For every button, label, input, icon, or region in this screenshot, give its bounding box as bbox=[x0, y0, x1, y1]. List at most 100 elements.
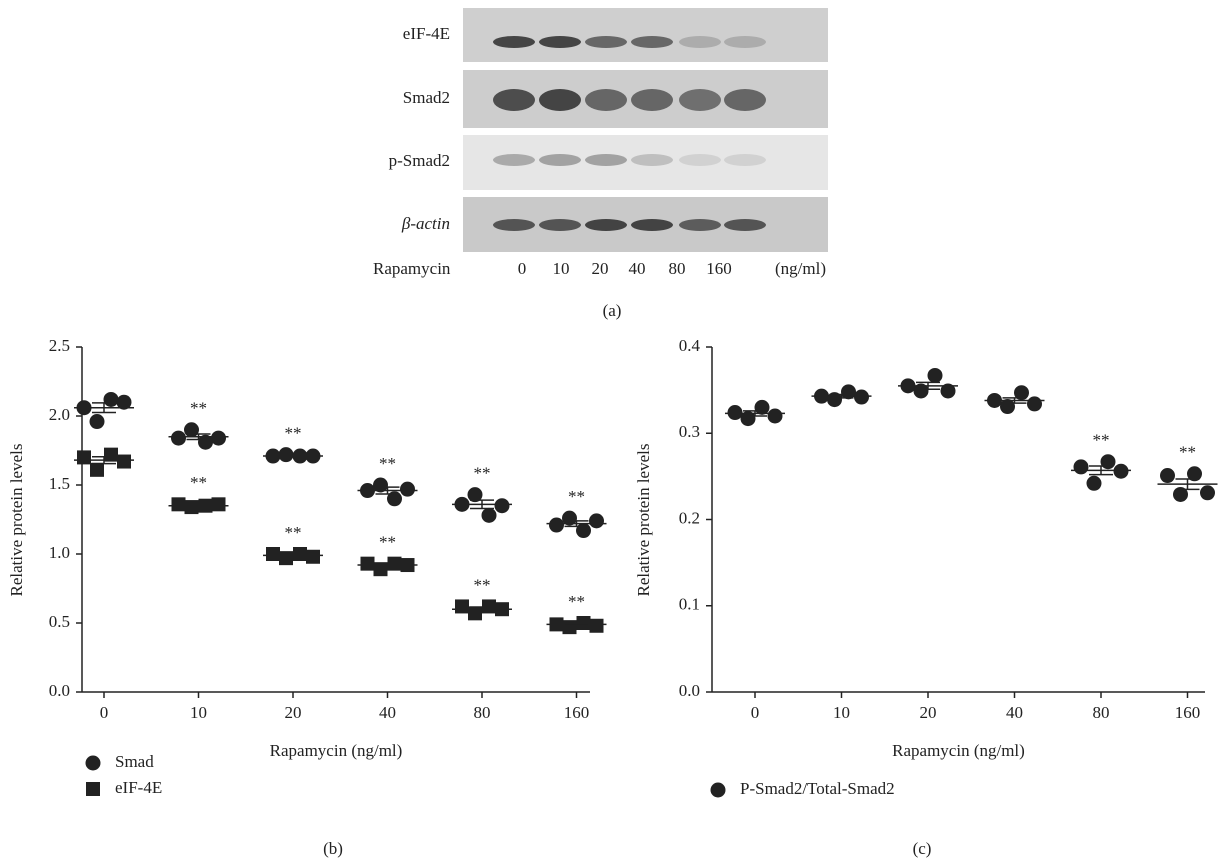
blot-band bbox=[631, 154, 673, 166]
blot-band bbox=[679, 36, 721, 48]
blot-band bbox=[539, 219, 581, 231]
data-point bbox=[841, 384, 856, 399]
data-point bbox=[495, 498, 510, 513]
data-point bbox=[1101, 454, 1116, 469]
blot-band bbox=[493, 219, 535, 231]
blot-band bbox=[585, 36, 627, 48]
data-point bbox=[211, 431, 226, 446]
blot-row-label: Smad2 bbox=[403, 88, 450, 107]
significance-label: ** bbox=[285, 424, 302, 443]
blot-band bbox=[724, 154, 766, 166]
legend-label: Smad bbox=[115, 752, 154, 771]
blot-dose-label: 20 bbox=[592, 259, 609, 278]
x-tick-label: 10 bbox=[190, 703, 207, 722]
panel-caption: (b) bbox=[323, 839, 343, 858]
x-axis-label: Rapamycin (ng/ml) bbox=[270, 741, 403, 760]
y-tick-label: 0.3 bbox=[679, 422, 700, 441]
significance-label: ** bbox=[568, 487, 585, 506]
data-point bbox=[1114, 464, 1129, 479]
data-point bbox=[212, 497, 226, 511]
significance-label: ** bbox=[474, 464, 491, 483]
significance-label: ** bbox=[474, 575, 491, 594]
data-point bbox=[482, 508, 497, 523]
data-point bbox=[1200, 485, 1215, 500]
blot-dose-label: 10 bbox=[553, 259, 570, 278]
data-point bbox=[728, 405, 743, 420]
x-tick-label: 160 bbox=[1175, 703, 1201, 722]
data-point bbox=[266, 547, 280, 561]
blot-row-label: β-actin bbox=[401, 214, 450, 233]
data-point bbox=[1074, 459, 1089, 474]
x-tick-label: 40 bbox=[379, 703, 396, 722]
x-tick-label: 80 bbox=[474, 703, 491, 722]
data-point bbox=[279, 551, 293, 565]
significance-label: ** bbox=[379, 454, 396, 473]
figure: eIF-4E Smad2 p-Smad2 β-actin Rapamycin (… bbox=[0, 0, 1224, 867]
blot-band bbox=[585, 154, 627, 166]
x-tick-label: 40 bbox=[1006, 703, 1023, 722]
blot-dose-label: 40 bbox=[629, 259, 646, 278]
blot-band bbox=[493, 36, 535, 48]
panel-caption: (c) bbox=[913, 839, 932, 858]
data-point bbox=[576, 523, 591, 538]
blot-band bbox=[539, 154, 581, 166]
y-tick-label: 0.0 bbox=[49, 681, 70, 700]
blot-band bbox=[585, 219, 627, 231]
data-point bbox=[172, 497, 186, 511]
y-tick-label: 0.4 bbox=[679, 336, 701, 355]
legend-marker bbox=[711, 783, 726, 798]
data-point bbox=[1000, 399, 1015, 414]
blot-treatment-label: Rapamycin bbox=[373, 259, 451, 278]
blot-band bbox=[631, 89, 673, 111]
legend-marker bbox=[86, 782, 100, 796]
blot-dose-label: 0 bbox=[518, 259, 527, 278]
x-tick-label: 20 bbox=[920, 703, 937, 722]
data-point bbox=[171, 431, 186, 446]
significance-label: ** bbox=[1093, 431, 1110, 450]
y-tick-label: 0.5 bbox=[49, 612, 70, 631]
data-point bbox=[854, 390, 869, 405]
data-point bbox=[400, 482, 415, 497]
data-point bbox=[1160, 468, 1175, 483]
significance-label: ** bbox=[285, 523, 302, 542]
x-axis-label: Rapamycin (ng/ml) bbox=[892, 741, 1025, 760]
blot-dose-label: 80 bbox=[669, 259, 686, 278]
significance-label: ** bbox=[1179, 443, 1196, 462]
x-tick-label: 10 bbox=[833, 703, 850, 722]
blot-band bbox=[631, 36, 673, 48]
y-tick-label: 0.2 bbox=[679, 508, 700, 527]
panel-caption: (a) bbox=[603, 301, 622, 320]
blot-row-label: p-Smad2 bbox=[389, 151, 450, 170]
data-point bbox=[755, 400, 770, 415]
data-point bbox=[1027, 396, 1042, 411]
x-tick-label: 0 bbox=[751, 703, 760, 722]
blot-band bbox=[724, 219, 766, 231]
data-point bbox=[928, 368, 943, 383]
data-point bbox=[455, 599, 469, 613]
x-tick-label: 20 bbox=[285, 703, 302, 722]
significance-label: ** bbox=[379, 533, 396, 552]
significance-label: ** bbox=[190, 399, 207, 418]
legend-label: eIF-4E bbox=[115, 778, 162, 797]
data-point bbox=[117, 455, 131, 469]
blot-band bbox=[679, 154, 721, 166]
blot-band bbox=[539, 89, 581, 111]
blot-band bbox=[724, 36, 766, 48]
y-tick-label: 1.5 bbox=[49, 474, 70, 493]
legend-label: P-Smad2/Total-Smad2 bbox=[740, 779, 895, 798]
data-point bbox=[184, 422, 199, 437]
data-point bbox=[90, 463, 104, 477]
data-point bbox=[563, 620, 577, 634]
significance-label: ** bbox=[568, 592, 585, 611]
blot-band bbox=[539, 36, 581, 48]
data-point bbox=[306, 550, 320, 564]
blot-dose-label: 160 bbox=[706, 259, 732, 278]
blot-unit: (ng/ml) bbox=[775, 259, 826, 278]
x-tick-label: 160 bbox=[564, 703, 590, 722]
data-point bbox=[104, 392, 119, 407]
y-axis-label: Relative protein levels bbox=[634, 444, 653, 597]
x-tick-label: 0 bbox=[100, 703, 109, 722]
blot-band bbox=[679, 89, 721, 111]
y-tick-label: 0.0 bbox=[679, 681, 700, 700]
x-tick-label: 80 bbox=[1093, 703, 1110, 722]
